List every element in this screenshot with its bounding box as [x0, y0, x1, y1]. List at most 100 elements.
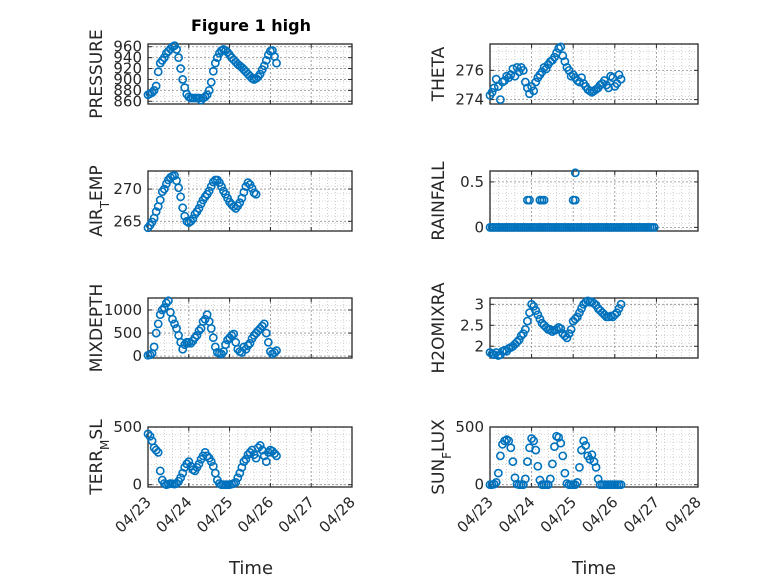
data-point: [572, 477, 582, 487]
data-point: [261, 457, 271, 467]
data-point: [612, 308, 622, 318]
data-point: [579, 436, 588, 446]
data-point: [208, 66, 218, 76]
data-point: [556, 42, 566, 52]
data-point: [206, 457, 216, 467]
y-axis-label: AIRTEMP: [87, 165, 112, 236]
data-point: [575, 462, 584, 472]
axes-frame: [147, 297, 353, 359]
data-point: [239, 342, 249, 352]
data-point: [168, 314, 177, 324]
data-point: [172, 45, 181, 54]
data-point: [489, 83, 499, 93]
x-tick-label: 04/23: [112, 493, 155, 536]
y-tick-label: 920: [113, 60, 142, 78]
data-point: [562, 333, 572, 343]
data-point: [489, 350, 499, 360]
x-tick-label: 04/26: [234, 493, 277, 536]
data-point: [261, 55, 271, 65]
data-point: [184, 457, 194, 467]
data-point: [560, 468, 570, 478]
data-point: [210, 468, 220, 478]
data-point: [259, 319, 269, 329]
data-point: [525, 195, 534, 205]
data-point: [491, 477, 501, 487]
subplot-2: 274 276 THETA: [429, 42, 699, 109]
data-point: [208, 333, 218, 343]
data-point: [153, 67, 163, 77]
data-point: [170, 171, 179, 180]
y-tick-label: 0: [132, 476, 142, 494]
y-tick-label: 2.5: [460, 316, 484, 334]
data-point: [649, 222, 659, 232]
data-point: [261, 328, 271, 338]
data-point: [155, 466, 165, 476]
subplot-4: 0 0.5 RAINFALL: [429, 161, 699, 241]
data-point: [541, 322, 551, 332]
data-point: [194, 93, 204, 103]
data-point: [570, 168, 580, 178]
figure-title: Figure 1 high: [191, 16, 311, 35]
y-tick-label: 500: [113, 418, 142, 436]
data-point: [166, 307, 175, 317]
data-point: [614, 70, 624, 80]
data-point: [217, 349, 226, 359]
data-point: [174, 53, 183, 63]
data-point: [151, 81, 161, 91]
data-point: [520, 325, 530, 334]
data-point: [529, 301, 539, 311]
data-point: [614, 304, 624, 313]
data-point: [151, 207, 161, 217]
data-point: [194, 326, 204, 336]
data-point: [589, 299, 599, 308]
data-point: [523, 316, 532, 326]
data-point: [591, 462, 601, 472]
data-point: [188, 214, 198, 224]
y-tick-label: 900: [113, 70, 142, 88]
x-tick-label: 04/25: [537, 493, 580, 536]
data-point: [229, 329, 239, 339]
data-point: [235, 198, 245, 208]
data-point: [545, 325, 555, 334]
y-tick-label: 940: [113, 49, 142, 67]
data-point: [206, 77, 216, 87]
data-point: [572, 312, 582, 322]
data-point: [153, 319, 163, 329]
data-point: [523, 457, 532, 467]
data-point: [245, 338, 255, 348]
x-tick-label: 04/28: [662, 493, 705, 536]
data-point: [174, 183, 183, 193]
data-point: [257, 321, 267, 331]
data-point: [159, 303, 169, 313]
data-point: [206, 324, 216, 333]
data-point: [178, 75, 188, 84]
data-point: [151, 328, 161, 338]
data-point: [155, 195, 165, 205]
data-point: [233, 473, 243, 483]
data-point: [161, 298, 171, 308]
y-tick-label: 0: [474, 218, 484, 236]
data-point: [157, 305, 167, 315]
data-point: [566, 325, 576, 334]
data-point: [616, 299, 626, 309]
x-tick-label: 04/23: [454, 493, 497, 536]
y-tick-label: 0: [132, 347, 142, 365]
y-tick-label: 880: [113, 81, 142, 99]
data-point: [558, 451, 568, 461]
data-point: [506, 443, 516, 453]
data-point: [556, 438, 566, 448]
data-point: [616, 74, 626, 84]
y-tick-label: 2: [474, 337, 484, 355]
data-point: [531, 445, 541, 455]
data-point: [552, 325, 561, 334]
x-tick-label: 04/28: [316, 493, 359, 536]
data-point: [575, 77, 584, 87]
x-axis-label-left: Time: [228, 558, 273, 579]
data-point: [192, 330, 202, 340]
